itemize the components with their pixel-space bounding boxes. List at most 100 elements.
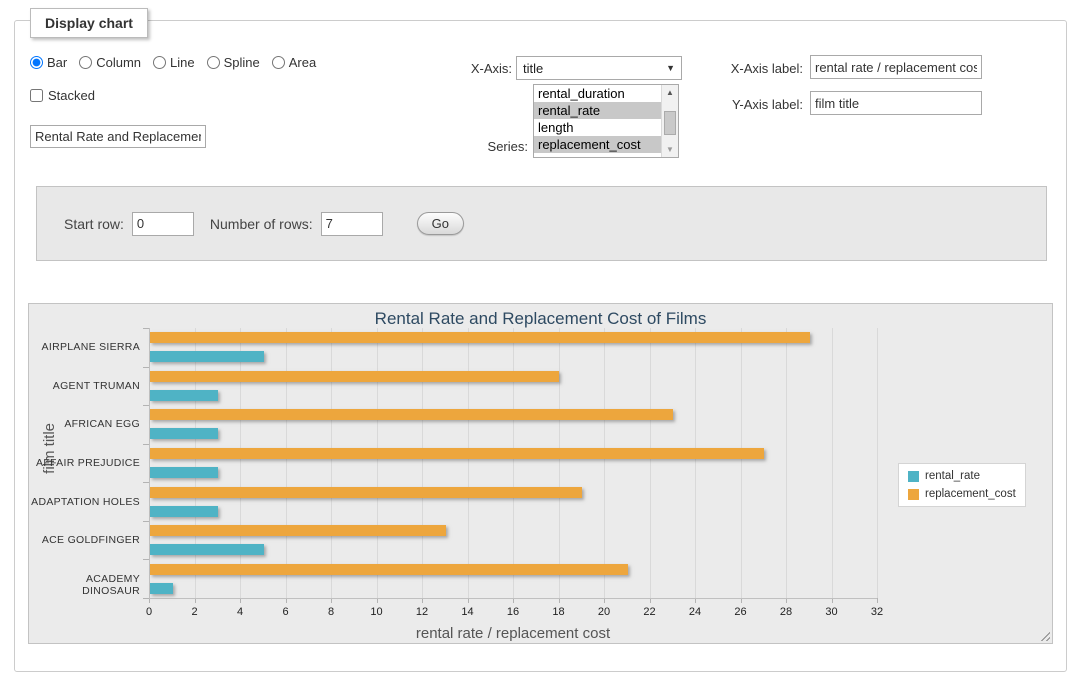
legend-item-replacement_cost[interactable]: replacement_cost [908, 488, 1016, 500]
chart-type-label-spline: Spline [224, 55, 260, 70]
stacked-label: Stacked [48, 88, 95, 103]
go-button[interactable]: Go [417, 212, 464, 235]
gridline [877, 328, 878, 598]
chart-type-radio-column[interactable] [79, 56, 92, 69]
x-axis-label-input[interactable] [810, 55, 982, 79]
chart-type-label-line: Line [170, 55, 195, 70]
y-axis-tick [143, 328, 149, 329]
bar-rental_rate [150, 351, 264, 362]
gridline [604, 328, 605, 598]
gridline [377, 328, 378, 598]
fieldset-legend: Display chart [30, 8, 148, 38]
category-label: ADAPTATION HOLES [29, 496, 140, 508]
x-axis-line [149, 598, 877, 599]
start-row-input[interactable] [132, 212, 194, 236]
rows-form: Start row: Number of rows: Go [36, 186, 1047, 261]
x-axis-tick-label: 4 [225, 606, 255, 618]
legend-item-rental_rate[interactable]: rental_rate [908, 470, 1016, 482]
chevron-down-icon: ▼ [666, 63, 675, 73]
chart-type-label-column: Column [96, 55, 141, 70]
x-axis-tick [877, 598, 878, 603]
y-axis-tick [143, 598, 149, 599]
x-axis-select-label: X-Axis: [450, 61, 512, 76]
chart-type-radio-area[interactable] [272, 56, 285, 69]
category-label: ACADEMY DINOSAUR [29, 573, 140, 597]
series-option-rental_duration[interactable]: rental_duration [534, 85, 661, 102]
bar-rental_rate [150, 506, 218, 517]
y-axis-tick [143, 482, 149, 483]
legend-swatch-icon [908, 489, 919, 500]
chart-type-radio-spline[interactable] [207, 56, 220, 69]
legend-label: replacement_cost [925, 488, 1016, 500]
category-label: AFRICAN EGG [29, 418, 140, 430]
x-axis-tick-label: 20 [589, 606, 619, 618]
scrollbar-thumb[interactable] [664, 111, 676, 135]
series-option-length[interactable]: length [534, 119, 661, 136]
scroll-up-icon[interactable]: ▲ [662, 85, 678, 100]
x-axis-tick-label: 18 [544, 606, 574, 618]
gridline [195, 328, 196, 598]
category-label: ACE GOLDFINGER [29, 534, 140, 546]
chart-type-label-bar: Bar [47, 55, 67, 70]
x-axis-tick-label: 26 [726, 606, 756, 618]
y-axis-label-input[interactable] [810, 91, 982, 115]
start-row-label: Start row: [64, 216, 124, 232]
x-axis-tick-label: 16 [498, 606, 528, 618]
gridline [741, 328, 742, 598]
bar-replacement_cost [150, 525, 446, 536]
bar-rental_rate [150, 583, 173, 594]
gridline [559, 328, 560, 598]
series-option-rental_rate[interactable]: rental_rate [534, 102, 661, 119]
y-axis-label-label: Y-Axis label: [715, 97, 803, 112]
x-axis-label-label: X-Axis label: [715, 61, 803, 76]
x-axis-tick-label: 0 [134, 606, 164, 618]
y-axis-tick [143, 559, 149, 560]
chart-type-radio-group: BarColumnLineSplineArea [30, 55, 324, 70]
gridline [422, 328, 423, 598]
bar-rental_rate [150, 467, 218, 478]
gridline [286, 328, 287, 598]
num-rows-input[interactable] [321, 212, 383, 236]
chart-title-input[interactable] [30, 125, 206, 148]
chart-x-axis-title: rental rate / replacement cost [149, 625, 877, 642]
page: Display chart BarColumnLineSplineArea St… [0, 0, 1081, 681]
series-listbox-scrollbar[interactable]: ▲ ▼ [661, 85, 678, 157]
bar-rental_rate [150, 390, 218, 401]
chart-type-radio-bar[interactable] [30, 56, 43, 69]
bar-replacement_cost [150, 409, 673, 420]
category-label: AIRPLANE SIERRA [29, 341, 140, 353]
x-axis-tick-label: 12 [407, 606, 437, 618]
chart-legend: rental_rate replacement_cost [898, 463, 1026, 507]
scroll-down-icon[interactable]: ▼ [662, 142, 678, 157]
y-axis-line [149, 328, 150, 598]
x-axis-tick-label: 6 [271, 606, 301, 618]
legend-label: rental_rate [925, 470, 980, 482]
series-listbox[interactable]: rental_durationrental_ratelengthreplacem… [533, 84, 679, 158]
x-axis-tick-label: 2 [180, 606, 210, 618]
gridline [468, 328, 469, 598]
x-axis-tick-label: 30 [817, 606, 847, 618]
x-axis-tick-label: 10 [362, 606, 392, 618]
bar-replacement_cost [150, 487, 582, 498]
bar-rental_rate [150, 428, 218, 439]
x-axis-tick-label: 28 [771, 606, 801, 618]
bar-replacement_cost [150, 332, 810, 343]
x-axis-tick-label: 32 [862, 606, 892, 618]
y-axis-tick [143, 521, 149, 522]
y-axis-tick [143, 444, 149, 445]
series-options: rental_durationrental_ratelengthreplacem… [534, 85, 661, 157]
category-label: AFFAIR PREJUDICE [29, 457, 140, 469]
gridline [650, 328, 651, 598]
chart-container: Rental Rate and Replacement Cost of Film… [28, 303, 1053, 644]
stacked-checkbox[interactable] [30, 89, 43, 102]
x-axis-select[interactable]: title ▼ [516, 56, 682, 80]
y-axis-tick [143, 405, 149, 406]
bar-replacement_cost [150, 564, 628, 575]
series-option-replacement_cost[interactable]: replacement_cost [534, 136, 661, 153]
x-axis-tick-label: 8 [316, 606, 346, 618]
legend-swatch-icon [908, 471, 919, 482]
gridline [786, 328, 787, 598]
gridline [513, 328, 514, 598]
chart-type-radio-line[interactable] [153, 56, 166, 69]
gridline [240, 328, 241, 598]
